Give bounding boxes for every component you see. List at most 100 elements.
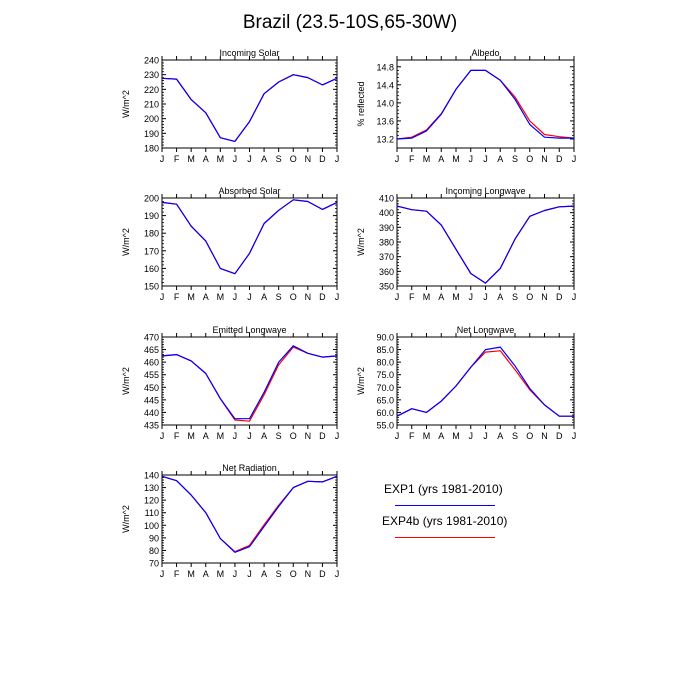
- x-tick-label: D: [319, 154, 326, 164]
- x-tick-label: A: [203, 431, 209, 441]
- x-tick-label: D: [556, 154, 563, 164]
- y-tick-label: 240: [144, 56, 159, 66]
- y-tick-label: 130: [144, 483, 159, 493]
- x-tick-label: F: [409, 292, 415, 302]
- x-tick-label: S: [512, 292, 518, 302]
- series-line-exp4b: [161, 475, 338, 553]
- series-line-exp4b: [161, 199, 338, 275]
- series-line-exp4b: [161, 346, 338, 422]
- x-tick-label: S: [512, 431, 518, 441]
- x-tick-label: D: [556, 431, 563, 441]
- x-tick-label: J: [247, 431, 252, 441]
- y-axis-label: W/m^2: [356, 367, 366, 395]
- y-tick-label: 360: [379, 267, 394, 277]
- panel-title: Net Longwave: [457, 325, 515, 335]
- y-tick-label: 160: [144, 264, 159, 274]
- y-tick-label: 14.0: [376, 98, 394, 108]
- y-tick-label: 410: [379, 194, 394, 204]
- x-tick-label: O: [290, 154, 297, 164]
- x-tick-label: M: [187, 569, 195, 579]
- x-tick-label: J: [247, 569, 252, 579]
- x-tick-label: J: [335, 292, 340, 302]
- y-tick-label: 460: [144, 358, 159, 368]
- series-line-exp1: [396, 205, 575, 284]
- x-tick-label: F: [174, 431, 180, 441]
- y-tick-label: 180: [144, 144, 159, 154]
- series-line-exp4b: [396, 69, 575, 140]
- panel-title: Net Radiation: [222, 463, 277, 473]
- y-tick-label: 70: [149, 559, 159, 569]
- y-tick-label: 60.0: [376, 408, 394, 418]
- x-tick-label: S: [276, 292, 282, 302]
- y-axis-label: W/m^2: [121, 90, 131, 118]
- y-tick-label: 470: [144, 333, 159, 343]
- x-tick-label: N: [305, 431, 312, 441]
- x-tick-label: J: [395, 431, 400, 441]
- x-tick-label: M: [452, 431, 460, 441]
- y-axis-label: W/m^2: [121, 505, 131, 533]
- x-tick-label: D: [319, 431, 326, 441]
- x-tick-label: M: [423, 431, 431, 441]
- x-tick-label: M: [423, 154, 431, 164]
- x-tick-label: J: [335, 431, 340, 441]
- legend-label-exp1: EXP1 (yrs 1981-2010): [384, 482, 503, 496]
- chart-panel-0: Incoming Solar W/m^2 180 190 200 210 220 230 240…: [121, 48, 339, 164]
- x-tick-label: J: [233, 292, 238, 302]
- x-tick-label: M: [452, 154, 460, 164]
- x-tick-label: N: [541, 431, 548, 441]
- x-tick-label: J: [247, 154, 252, 164]
- x-tick-label: J: [160, 569, 165, 579]
- x-tick-label: D: [556, 292, 563, 302]
- series-line-exp4b: [396, 350, 574, 417]
- x-tick-label: J: [233, 154, 238, 164]
- x-tick-label: J: [160, 431, 165, 441]
- legend-line-exp1: [395, 505, 495, 506]
- x-tick-label: N: [541, 292, 548, 302]
- chart-panel-6: Net Radiation W/m^2 70 80 90 100 110 120 130 140 J…: [121, 463, 339, 579]
- y-tick-label: 445: [144, 395, 159, 405]
- y-tick-label: 200: [144, 114, 159, 124]
- figure-title: Brazil (23.5-10S,65-30W): [242, 12, 458, 33]
- series-line-exp4b: [396, 205, 575, 284]
- x-tick-label: D: [319, 569, 326, 579]
- y-tick-label: 370: [379, 252, 394, 262]
- x-tick-label: J: [335, 569, 340, 579]
- y-tick-label: 190: [144, 211, 159, 221]
- x-tick-label: J: [483, 292, 488, 302]
- y-tick-label: 390: [379, 223, 394, 233]
- y-tick-label: 435: [144, 421, 159, 431]
- y-tick-label: 70.0: [376, 383, 394, 393]
- x-tick-label: J: [233, 431, 238, 441]
- y-tick-label: 150: [144, 282, 159, 292]
- y-tick-label: 190: [144, 129, 159, 139]
- chart-panel-5: Net Longwave W/m^2 55.0 60.0 65.0 70.0 75.0 80.…: [356, 325, 576, 441]
- y-tick-label: 80: [149, 546, 159, 556]
- y-tick-label: 110: [145, 508, 159, 518]
- x-tick-label: J: [233, 569, 238, 579]
- x-tick-label: F: [174, 154, 180, 164]
- x-tick-label: A: [497, 154, 503, 164]
- x-tick-label: O: [526, 292, 533, 302]
- x-tick-label: M: [217, 292, 225, 302]
- x-tick-label: A: [438, 431, 444, 441]
- chart-panel-3: Incoming Longwave W/m^2 350 360 370 380 390 400…: [356, 186, 576, 302]
- y-tick-label: 200: [144, 194, 159, 204]
- y-tick-label: 400: [379, 208, 394, 218]
- x-tick-label: A: [497, 292, 503, 302]
- x-tick-label: O: [290, 569, 297, 579]
- y-tick-label: 120: [144, 496, 159, 506]
- x-tick-label: A: [261, 292, 267, 302]
- y-tick-label: 85.0: [376, 345, 394, 355]
- x-tick-label: S: [276, 569, 282, 579]
- y-tick-label: 65.0: [376, 395, 394, 405]
- plot-frame: [161, 59, 338, 149]
- x-tick-label: J: [160, 292, 165, 302]
- y-tick-label: 380: [379, 238, 394, 248]
- x-tick-label: M: [187, 431, 195, 441]
- x-tick-label: J: [469, 292, 474, 302]
- y-tick-label: 13.6: [376, 116, 394, 126]
- x-tick-label: J: [395, 154, 400, 164]
- legend-line-exp4b: [395, 537, 495, 538]
- series-line-exp1: [396, 69, 574, 140]
